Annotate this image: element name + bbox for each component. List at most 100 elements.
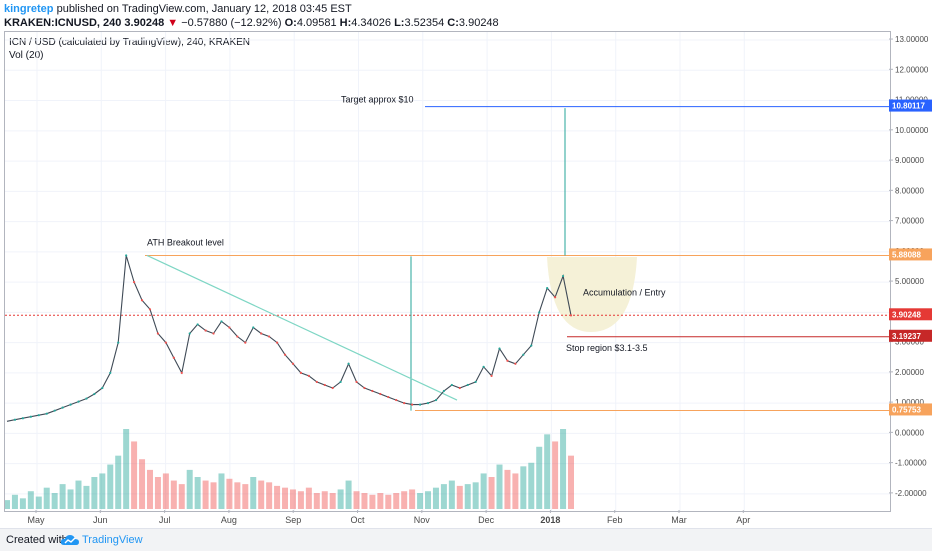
y-tick-label: 10.00000 [895, 126, 929, 135]
y-tick-label: -1.00000 [895, 459, 927, 468]
x-tick-label: Mar [671, 515, 687, 525]
price-point [569, 314, 573, 317]
price-point [180, 371, 183, 374]
y-tick-label: 5.00000 [895, 277, 924, 286]
y-tick-label: 2.00000 [895, 368, 924, 377]
volume-bar [178, 484, 185, 509]
price-point [498, 347, 501, 350]
volume-bar [440, 484, 447, 509]
price-point [156, 332, 160, 335]
target-level-tag [889, 99, 932, 112]
x-tick-label: May [27, 515, 45, 525]
price-point [387, 395, 390, 399]
volume-bar [488, 477, 495, 509]
volume-bar [393, 493, 400, 509]
price-point [268, 335, 271, 338]
price-point [490, 374, 493, 377]
last-price-level-tag [889, 308, 932, 321]
symbol-label: KRAKEN:ICNUSD, 240 [4, 17, 122, 29]
volume-bar [512, 473, 519, 509]
price-point [188, 332, 191, 335]
volume-bar [353, 491, 360, 509]
volume-bar [170, 480, 177, 509]
volume-bar [11, 494, 18, 509]
volume-bar [361, 493, 368, 509]
price-point [482, 365, 485, 368]
change-value: −0.57880 (−12.92%) [181, 17, 282, 29]
price-axis[interactable]: 13.0000012.0000011.0000010.000009.000008… [889, 31, 932, 510]
volume-label: Vol (20) [9, 50, 43, 61]
price-point [379, 392, 382, 396]
volume-bar [218, 473, 225, 509]
chart-panel[interactable]: ICN / USD (calculated by TradingView), 2… [4, 31, 891, 512]
volume-bar [27, 491, 34, 509]
price-point [403, 402, 406, 405]
price-point [291, 362, 295, 365]
volume-bar [194, 477, 201, 509]
price-point [61, 406, 64, 409]
chart-title: ICN / USD (calculated by TradingView), 2… [9, 37, 250, 48]
close-label: C: [447, 17, 459, 29]
price-point [514, 362, 517, 365]
volume-bar [432, 487, 439, 509]
volume-bar [4, 500, 10, 509]
accumulation-zone [547, 257, 637, 332]
price-point [323, 383, 326, 387]
y-tick-label: 7.00000 [895, 217, 924, 226]
price-point [196, 323, 199, 326]
volume-bar [409, 489, 416, 509]
volume-bar [234, 482, 241, 509]
volume-bar [35, 496, 42, 509]
annotation-accumulation: Accumulation / Entry [583, 288, 666, 298]
low-label: L: [394, 17, 405, 29]
volume-bar [289, 489, 296, 509]
x-tick-label: Apr [736, 515, 750, 525]
price-point [395, 398, 398, 402]
price-line [6, 255, 572, 422]
last-price-level-value: 3.90248 [892, 310, 921, 319]
annotation-target: Target approx $10 [341, 95, 414, 105]
time-axis[interactable]: May Jun Jul Aug Sep Oct Nov Dec 2018 Feb Mar Apr [4, 510, 889, 528]
support-level-tag [889, 403, 932, 416]
y-tick-label: 13.00000 [895, 35, 929, 44]
price-point [546, 287, 549, 290]
ohlc-line: KRAKEN:ICNUSD, 240 3.90248 ▼ −0.57880 (−… [4, 17, 499, 29]
volume-bar [464, 484, 471, 509]
volume-bar [472, 482, 479, 509]
x-tick-label: 2018 [540, 515, 560, 525]
price-point [363, 386, 366, 390]
price-point [53, 409, 56, 412]
price-point [85, 397, 88, 400]
volume-bar [448, 480, 455, 509]
volume-bar [528, 462, 535, 509]
volume-bar [456, 485, 463, 509]
volume-bar [131, 441, 138, 509]
price-point [458, 386, 461, 390]
volume-bar [552, 441, 559, 509]
price-point [204, 329, 207, 332]
support-level-value: 0.75753 [892, 405, 921, 414]
y-tick-label: -2.00000 [895, 489, 927, 498]
price-point [339, 380, 342, 384]
volume-bar [258, 480, 265, 509]
price-point [299, 371, 303, 374]
last-price: 3.90248 [124, 17, 165, 29]
volume-bar [59, 484, 66, 509]
annotation-ath: ATH Breakout level [147, 237, 224, 247]
y-tick-label: 1.00000 [895, 398, 924, 407]
volume-bar [146, 469, 153, 509]
publish-info: kingretep published on TradingView.com, … [4, 3, 352, 15]
price-chart[interactable]: ICN / USD (calculated by TradingView), 2… [4, 32, 890, 511]
price-point [236, 335, 239, 338]
volume-bar [162, 473, 169, 509]
price-point [164, 341, 167, 344]
author-link[interactable]: kingretep [4, 3, 54, 15]
price-point [283, 353, 287, 356]
price-point [212, 332, 215, 335]
volume-bar [536, 446, 543, 509]
created-with-label: Created with [6, 534, 68, 546]
price-point [450, 383, 453, 387]
price-point [331, 386, 334, 390]
tradingview-brand[interactable]: TradingView [82, 534, 143, 546]
open-value: 4.09581 [296, 17, 337, 29]
